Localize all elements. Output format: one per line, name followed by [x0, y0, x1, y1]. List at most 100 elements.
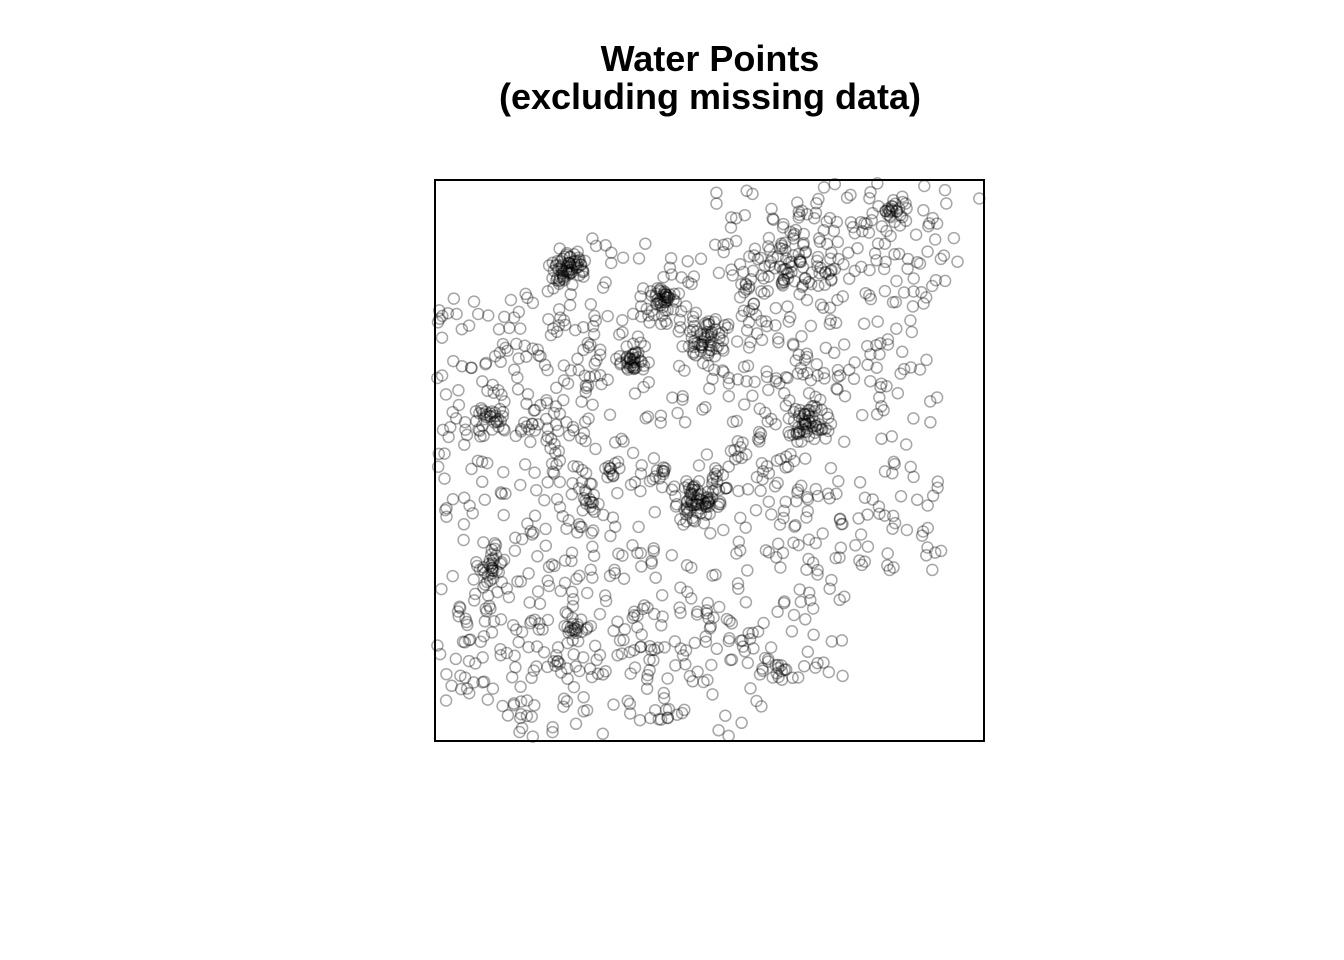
data-point [729, 212, 743, 225]
data-point [493, 346, 507, 359]
data-point [526, 730, 540, 743]
data-point [558, 274, 571, 287]
data-point [525, 528, 539, 541]
data-point [798, 246, 812, 259]
data-point [798, 425, 811, 438]
data-point [906, 300, 920, 313]
data-point [557, 692, 571, 705]
data-point [743, 250, 756, 263]
data-point [569, 626, 583, 640]
data-point [778, 236, 792, 249]
data-point [683, 486, 697, 500]
data-point [787, 229, 800, 242]
data-point [458, 415, 472, 429]
data-point [907, 470, 920, 484]
data-point [880, 224, 893, 238]
data-point [691, 336, 704, 350]
data-point [641, 410, 655, 423]
data-point [515, 532, 529, 546]
data-point [462, 654, 476, 668]
data-point [695, 498, 709, 511]
data-point [702, 612, 715, 625]
data-point [934, 544, 948, 558]
data-point [685, 494, 698, 508]
data-point [852, 512, 865, 525]
data-point [553, 273, 566, 287]
data-point [562, 626, 575, 639]
data-point [663, 261, 677, 274]
data-point [864, 374, 877, 388]
data-point [484, 602, 497, 615]
data-point [926, 489, 940, 503]
data-point [739, 283, 753, 296]
data-point [812, 279, 825, 293]
data-point [815, 423, 828, 436]
data-point [792, 247, 805, 261]
data-point [647, 607, 661, 621]
data-point [547, 406, 561, 420]
data-point [686, 514, 700, 527]
data-point [722, 729, 735, 743]
data-point [701, 493, 715, 507]
data-point [494, 414, 507, 428]
data-point [800, 563, 813, 576]
data-point [650, 297, 663, 310]
data-point [761, 240, 775, 253]
data-point [923, 395, 937, 408]
data-point [616, 314, 629, 327]
data-point [479, 405, 493, 419]
data-point [648, 703, 662, 717]
data-point [544, 432, 558, 446]
data-point [681, 506, 695, 519]
data-point [835, 517, 848, 531]
data-point [733, 291, 747, 304]
data-point [723, 632, 736, 645]
data-point [642, 309, 655, 322]
data-point [558, 619, 571, 633]
data-point [825, 263, 838, 277]
data-point [509, 531, 522, 545]
data-point [500, 582, 514, 595]
data-point [951, 255, 964, 268]
data-point [701, 596, 715, 610]
data-point [588, 309, 601, 323]
data-point [823, 211, 837, 225]
data-point [658, 462, 672, 475]
data-point [690, 494, 703, 508]
data-point [612, 547, 625, 560]
data-point [474, 635, 487, 648]
data-point [556, 509, 569, 523]
data-point [569, 623, 583, 636]
data-point [761, 652, 775, 666]
data-point [659, 295, 672, 309]
data-point [792, 211, 805, 224]
data-point [562, 256, 575, 270]
data-point [484, 407, 497, 420]
data-point [822, 267, 835, 281]
data-point [808, 426, 822, 439]
data-point [802, 407, 815, 421]
data-point [842, 272, 856, 285]
data-point [698, 497, 712, 511]
data-point [897, 362, 911, 376]
data-point [649, 287, 663, 300]
data-point [801, 366, 814, 380]
data-point [573, 664, 586, 678]
data-point [678, 503, 691, 516]
data-point [800, 293, 814, 307]
data-point [798, 272, 812, 285]
data-point [806, 602, 820, 615]
data-point [830, 215, 844, 229]
data-point [799, 613, 812, 626]
data-point [552, 277, 566, 291]
data-point [920, 353, 933, 367]
data-point [724, 653, 737, 667]
data-point [798, 417, 812, 431]
data-point [553, 475, 567, 489]
data-point [729, 234, 743, 248]
data-point [808, 432, 821, 446]
data-point [741, 656, 755, 670]
data-point [796, 368, 810, 381]
data-point [696, 356, 710, 370]
